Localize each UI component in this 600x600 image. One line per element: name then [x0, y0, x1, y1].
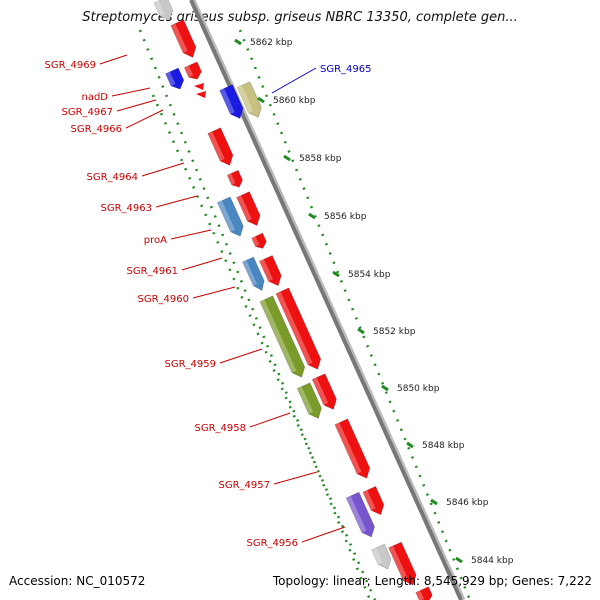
scale-tick: [430, 498, 438, 506]
scale-tick: [332, 270, 340, 278]
scale-label: 5856 kbp: [324, 212, 367, 222]
gene-arrow: [183, 61, 202, 80]
genome-title: Streptomyces griseus subsp. griseus NBRC…: [82, 10, 518, 25]
ruler-line: [151, 94, 377, 600]
gene-arrow: [388, 541, 417, 586]
gene-label: proA: [144, 235, 167, 246]
scale-label: 5852 kbp: [373, 327, 416, 337]
gene-label: SGR_4957: [219, 480, 271, 491]
gene-label: SGR_4969: [45, 60, 97, 71]
scale-tick: [381, 384, 389, 392]
gene-arrow: [334, 418, 371, 479]
scale-label: 5862 kbp: [250, 38, 293, 48]
scale-label: 5844 kbp: [471, 556, 514, 566]
gene-label: SGR_4956: [247, 538, 299, 549]
gene-labels: SGR_4969 nadD SGR_4967 SGR_4966 SGR_4964 SGR_…: [45, 54, 372, 549]
scale-label: 5858 kbp: [299, 154, 342, 164]
gene-arrow: [165, 67, 185, 90]
gene-label: SGR_4965: [320, 64, 372, 75]
gene-arrow: [236, 191, 261, 226]
gene-arrow: [259, 255, 282, 287]
scale-label: 5850 kbp: [397, 384, 440, 394]
leader-line: [141, 162, 185, 177]
gene-arrow: [415, 586, 433, 600]
scale-tick: [283, 154, 291, 162]
scale-tick: [308, 212, 316, 220]
gene-arrow: [296, 382, 322, 419]
scale-tick: [257, 96, 265, 104]
leader-line: [99, 54, 128, 65]
scale-tick: [357, 327, 365, 335]
gene-arrow: [259, 295, 306, 378]
gene-arrow: [196, 91, 206, 98]
gene-arrow: [170, 19, 197, 58]
scale-tick: [234, 38, 242, 46]
leader-line: [155, 195, 198, 208]
leader-line: [181, 257, 223, 271]
leader-line: [249, 412, 291, 428]
leader-line: [116, 99, 157, 112]
scale-tick: [406, 441, 414, 449]
gene-label: SGR_4967: [62, 107, 114, 118]
gene-arrow: [236, 81, 262, 118]
gene-arrow: [362, 485, 385, 516]
gene-arrow: [153, 0, 174, 21]
gene-arrow: [219, 84, 244, 119]
gene-arrow: [311, 373, 337, 410]
gene-arrow: [207, 127, 234, 166]
gene-features: [153, 0, 433, 600]
summary-text: Topology: linear; Length: 8,545,929 bp; …: [272, 574, 592, 588]
gene-label: SGR_4963: [101, 203, 153, 214]
leader-line: [192, 286, 236, 299]
gene-label: SGR_4961: [127, 266, 179, 277]
gene-label: SGR_4966: [71, 124, 123, 135]
gene-arrow: [226, 169, 243, 188]
leader-line: [271, 67, 317, 94]
gene-arrow: [251, 232, 267, 249]
leader-line: [273, 471, 318, 485]
gene-label: SGR_4964: [87, 172, 139, 183]
gene-arrow: [217, 196, 244, 237]
scale-label: 5848 kbp: [422, 441, 465, 451]
leader-line: [125, 109, 164, 129]
gene-arrow: [275, 287, 322, 370]
leader-line: [170, 229, 212, 240]
scale-label: 5854 kbp: [348, 270, 391, 280]
scale-ticks: 5862 kbp 5860 kbp 5858 kbp 5856 kbp 5854 kbp…: [234, 38, 514, 566]
leader-line: [219, 348, 263, 364]
ruler-lines: [138, 29, 472, 600]
scale-tick: [455, 556, 463, 564]
leader-line: [301, 526, 346, 543]
gene-label: nadD: [81, 92, 108, 103]
gene-arrow: [242, 256, 265, 291]
scale-label: 5860 kbp: [273, 96, 316, 106]
gene-arrow: [194, 83, 204, 90]
scale-label: 5846 kbp: [446, 498, 489, 508]
leader-line: [111, 87, 151, 97]
gene-label: SGR_4959: [165, 359, 217, 370]
gene-label: SGR_4958: [195, 423, 247, 434]
gene-label: SGR_4960: [138, 294, 190, 305]
accession-text: Accession: NC_010572: [9, 574, 146, 588]
gene-arrow: [371, 543, 392, 570]
gene-arrow: [345, 491, 375, 538]
